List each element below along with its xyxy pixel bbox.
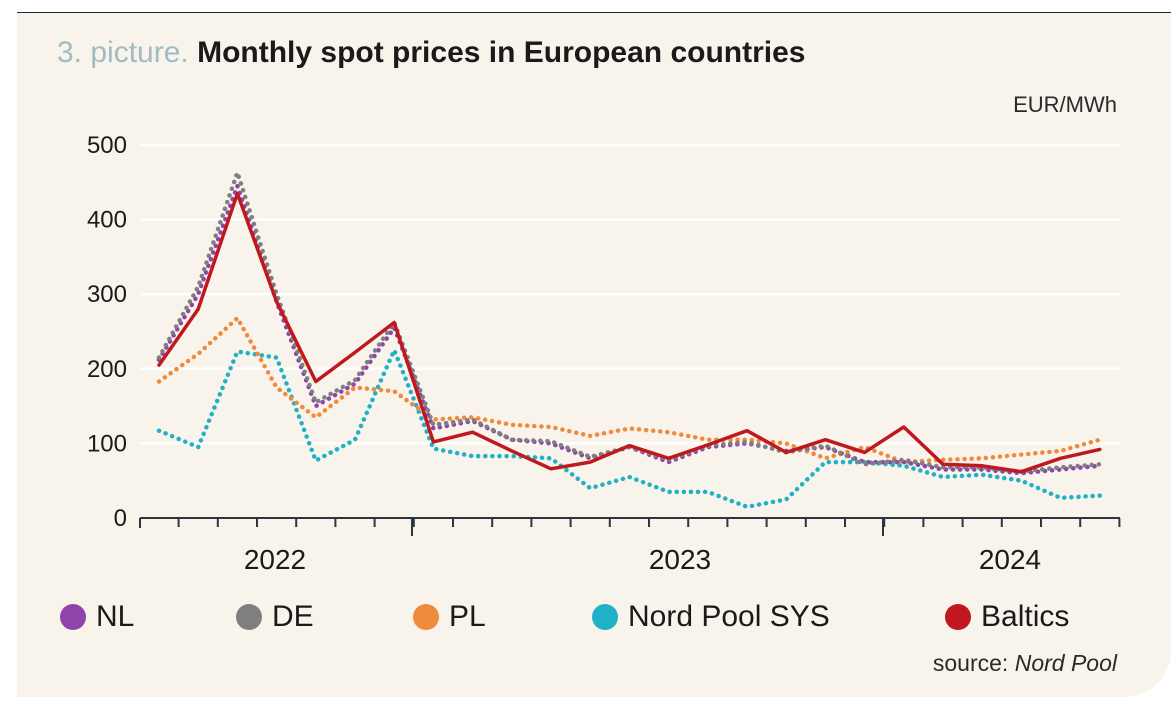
legend-label-pl: PL bbox=[449, 600, 486, 633]
unit-label: EUR/MWh bbox=[1013, 92, 1117, 117]
y-tick-label-300: 300 bbox=[87, 281, 127, 308]
legend-label-nord-pool-sys: Nord Pool SYS bbox=[628, 600, 830, 633]
x-year-label-2023: 2023 bbox=[649, 544, 711, 575]
y-tick-label-100: 100 bbox=[87, 430, 127, 457]
source-note: source: Nord Pool bbox=[933, 650, 1117, 677]
series-line-nl bbox=[156, 183, 1103, 476]
y-tick-label-500: 500 bbox=[87, 132, 127, 159]
y-tick-label-400: 400 bbox=[87, 207, 127, 234]
series-line-nord-pool-sys bbox=[156, 347, 1103, 510]
legend-swatch-nl bbox=[60, 604, 86, 630]
series-line-pl bbox=[156, 315, 1103, 465]
legend-label-baltics: Baltics bbox=[981, 600, 1070, 633]
legend-item-nord-pool-sys: Nord Pool SYS bbox=[592, 600, 830, 634]
y-tick-label-200: 200 bbox=[87, 356, 127, 383]
legend: NL DE PL Nord Pool SYS Baltics bbox=[60, 600, 1140, 640]
x-year-label-2022: 2022 bbox=[244, 544, 306, 575]
y-tick-label-0: 0 bbox=[114, 505, 127, 532]
series-line-baltics bbox=[157, 191, 1102, 474]
legend-swatch-baltics bbox=[945, 604, 971, 630]
chart-card bbox=[17, 12, 1171, 697]
legend-item-pl: PL bbox=[413, 600, 486, 634]
x-year-label-2024: 2024 bbox=[979, 544, 1041, 575]
chart-title: 3. picture. Monthly spot prices in Europ… bbox=[57, 36, 806, 70]
series-line-de bbox=[156, 170, 1103, 474]
title-main: Monthly spot prices in European countrie… bbox=[197, 36, 806, 69]
legend-item-baltics: Baltics bbox=[945, 600, 1069, 634]
source-prefix: source: bbox=[932, 650, 1009, 676]
legend-label-nl: NL bbox=[96, 600, 135, 633]
title-prefix: 3. picture. bbox=[57, 36, 189, 69]
legend-swatch-nord-pool-sys bbox=[592, 604, 618, 630]
legend-swatch-de bbox=[236, 604, 262, 630]
legend-item-de: DE bbox=[236, 600, 314, 634]
legend-item-nl: NL bbox=[60, 600, 134, 634]
legend-label-de: DE bbox=[272, 600, 314, 633]
legend-swatch-pl bbox=[413, 604, 439, 630]
source-name: Nord Pool bbox=[1014, 650, 1117, 676]
